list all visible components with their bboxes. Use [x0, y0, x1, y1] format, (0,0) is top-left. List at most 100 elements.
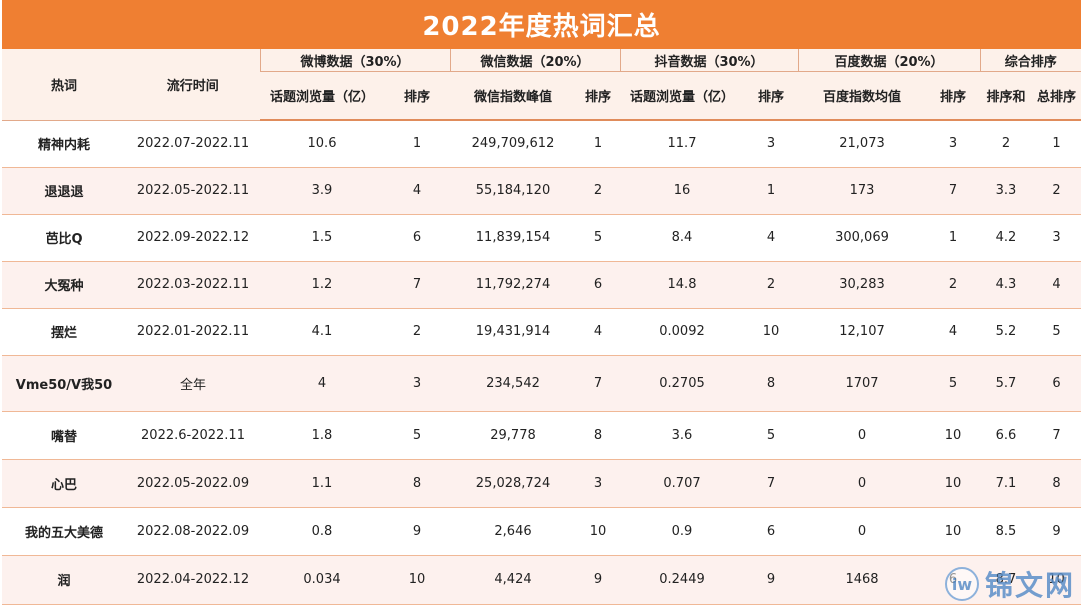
cell-douyin-views: 0.2449	[620, 555, 744, 605]
cell-baidu-avg: 0	[798, 459, 926, 508]
header-overall: 综合排序	[979, 49, 1082, 72]
cell-weibo-views: 1.5	[260, 214, 384, 262]
cell-rank-sum: 7.1	[980, 459, 1032, 508]
cell-total-rank: 4	[1032, 261, 1082, 309]
cell-period: 2022.08-2022.09	[126, 507, 260, 556]
cell-weibo-rank: 2	[384, 308, 450, 356]
watermark: iw 锦文网	[944, 564, 1075, 604]
cell-baidu-avg: 0	[798, 411, 926, 460]
cell-weibo-rank: 3	[384, 355, 450, 412]
table-row: 精神内耗 2022.07-2022.11 10.6 1 249,709,612 1 11.7…	[2, 120, 1082, 168]
cell-word: 嘴替	[2, 411, 126, 460]
header-baidu: 百度数据（20%）	[797, 49, 980, 72]
cell-total-rank: 3	[1032, 214, 1082, 262]
cell-douyin-rank: 1	[744, 167, 798, 215]
cell-wechat-peak: 25,028,724	[450, 459, 576, 508]
header-group-row: 热词 流行时间 微博数据（30%） 微信数据（20%） 抖音数据（30%） 百度…	[2, 49, 1082, 121]
cell-rank-sum: 6.6	[980, 411, 1032, 460]
cell-baidu-rank: 10	[926, 411, 980, 460]
cell-rank-sum: 8.7	[980, 555, 1032, 605]
cell-baidu-avg: 1468	[798, 555, 926, 605]
cell-douyin-rank: 3	[744, 120, 798, 168]
cell-rank-sum: 5.2	[980, 308, 1032, 356]
cell-word: 摆烂	[2, 308, 126, 356]
cell-baidu-rank: 1	[926, 214, 980, 262]
page-title: 2022年度热词汇总	[2, 0, 1081, 49]
cell-douyin-views: 11.7	[620, 120, 744, 168]
cell-weibo-rank: 7	[384, 261, 450, 309]
cell-weibo-rank: 5	[384, 411, 450, 460]
table-row: 芭比Q 2022.09-2022.12 1.5 6 11,839,154 5 8.4 4 300…	[2, 214, 1082, 262]
cell-word: 芭比Q	[2, 214, 126, 262]
cell-wechat-rank: 1	[576, 120, 620, 168]
cell-weibo-views: 3.9	[260, 167, 384, 215]
cell-douyin-rank: 9	[744, 555, 798, 605]
cell-wechat-rank: 9	[576, 555, 620, 605]
cell-douyin-rank: 10	[744, 308, 798, 356]
cell-period: 2022.6-2022.11	[126, 411, 260, 460]
header-wechat-peak: 微信指数峰值	[450, 71, 576, 121]
table-row: Vme50/V我50 全年 4 3 234,542 7 0.2705 8 1707 5 5.7 6	[2, 355, 1082, 412]
cell-total-rank: 7	[1032, 411, 1082, 460]
cell-baidu-rank: 10	[926, 459, 980, 508]
cell-baidu-avg: 21,073	[798, 120, 926, 168]
header-wechat-rank: 排序	[576, 71, 620, 121]
cell-wechat-rank: 7	[576, 355, 620, 412]
cell-rank-sum: 4.3	[980, 261, 1032, 309]
cell-weibo-views: 10.6	[260, 120, 384, 168]
cell-wechat-peak: 19,431,914	[450, 308, 576, 356]
cell-weibo-views: 4	[260, 355, 384, 412]
cell-word: 心巴	[2, 459, 126, 508]
table-row: 大冤种 2022.03-2022.11 1.2 7 11,792,274 6 14.8 2 30…	[2, 261, 1082, 309]
cell-baidu-avg: 30,283	[798, 261, 926, 309]
cell-rank-sum: 3.3	[980, 167, 1032, 215]
cell-douyin-views: 0.707	[620, 459, 744, 508]
cell-rank-sum: 5.7	[980, 355, 1032, 412]
cell-baidu-rank: 7	[926, 167, 980, 215]
header-baidu-rank: 排序	[926, 71, 980, 121]
cell-period: 2022.04-2022.12	[126, 555, 260, 605]
cell-word: 退退退	[2, 167, 126, 215]
cell-total-rank: 2	[1032, 167, 1082, 215]
cell-total-rank: 8	[1032, 459, 1082, 508]
cell-weibo-rank: 10	[384, 555, 450, 605]
cell-douyin-rank: 6	[744, 507, 798, 556]
cell-wechat-peak: 11,839,154	[450, 214, 576, 262]
cell-weibo-views: 0.034	[260, 555, 384, 605]
cell-weibo-views: 1.2	[260, 261, 384, 309]
cell-total-rank: 5	[1032, 308, 1082, 356]
cell-rank-sum: 8.5	[980, 507, 1032, 556]
cell-douyin-views: 3.6	[620, 411, 744, 460]
header-weibo-rank: 排序	[384, 71, 450, 121]
cell-total-rank: 10	[1032, 555, 1082, 605]
cell-weibo-rank: 6	[384, 214, 450, 262]
cell-word: 我的五大美德	[2, 507, 126, 556]
watermark-text: 锦文网	[984, 569, 1075, 602]
header-rank-sum: 排序和	[980, 71, 1032, 121]
table-row: 心巴 2022.05-2022.09 1.1 8 25,028,724 3 0.707 7 0 1…	[2, 459, 1082, 508]
header-word: 热词	[2, 49, 126, 121]
header-douyin: 抖音数据（30%）	[619, 49, 798, 72]
cell-period: 2022.05-2022.11	[126, 167, 260, 215]
cell-weibo-rank: 1	[384, 120, 450, 168]
cell-total-rank: 9	[1032, 507, 1082, 556]
header-douyin-rank: 排序	[744, 71, 798, 121]
cell-wechat-rank: 10	[576, 507, 620, 556]
cell-douyin-rank: 5	[744, 411, 798, 460]
cell-wechat-rank: 6	[576, 261, 620, 309]
cell-baidu-rank: 2	[926, 261, 980, 309]
cell-rank-sum: 2	[980, 120, 1032, 168]
cell-wechat-peak: 2,646	[450, 507, 576, 556]
cell-baidu-avg: 12,107	[798, 308, 926, 356]
header-period: 流行时间	[126, 49, 260, 121]
header-baidu-avg: 百度指数均值	[798, 71, 926, 121]
cell-word: 精神内耗	[2, 120, 126, 168]
cell-baidu-rank: 3	[926, 120, 980, 168]
header-total-rank: 总排序	[1032, 71, 1082, 121]
cell-period: 2022.05-2022.09	[126, 459, 260, 508]
cell-douyin-views: 0.9	[620, 507, 744, 556]
cell-word: 润	[2, 555, 126, 605]
cell-wechat-rank: 5	[576, 214, 620, 262]
cell-weibo-views: 0.8	[260, 507, 384, 556]
cell-douyin-views: 0.0092	[620, 308, 744, 356]
